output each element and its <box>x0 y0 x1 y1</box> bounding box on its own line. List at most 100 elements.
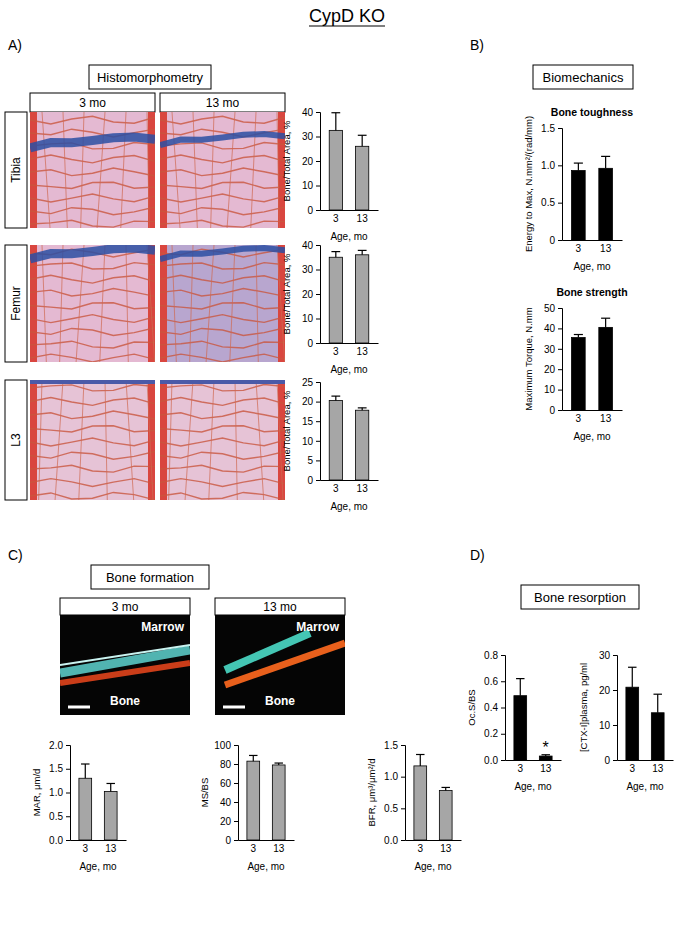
bar <box>79 778 92 840</box>
y-axis-title: Maximum Torque, N.mm <box>523 307 534 410</box>
y-tick: 2.0 <box>49 740 70 751</box>
y-axis-line <box>401 746 406 841</box>
y-tick: 0 <box>307 205 320 216</box>
x-axis-line <box>71 840 127 841</box>
heading-box <box>533 65 633 89</box>
error-bar-cap <box>416 754 424 755</box>
y-tick: 20 <box>302 396 320 407</box>
image-trabecula <box>256 245 258 362</box>
x-tick-label: 13 <box>273 843 285 854</box>
image-growth-plate <box>30 137 155 148</box>
image-trabecula <box>30 354 155 362</box>
bar <box>247 761 260 840</box>
x-axis-title: Age, mo <box>573 431 611 442</box>
y-tick: 5 <box>307 455 320 466</box>
bar <box>514 696 527 760</box>
y-tick: 10 <box>302 313 320 324</box>
y-tick-mark <box>558 308 562 309</box>
y-tick: 30 <box>599 650 617 661</box>
image-trabecula <box>30 263 155 269</box>
y-tick-label: 20 <box>302 156 314 167</box>
y-tick-label: 0.2 <box>484 728 498 739</box>
image-background <box>60 615 190 715</box>
x-tick-label: 3 <box>250 843 256 854</box>
y-axis: 0.00.51.01.5 <box>384 740 405 846</box>
error-bar <box>362 250 363 254</box>
x-tick-label: 3 <box>517 763 523 774</box>
error-bar-cap <box>628 667 636 668</box>
bar-chart: 0.00.20.40.60.8313Oc.S/BSAge, mo* <box>466 650 562 792</box>
image-trabecula <box>160 142 285 148</box>
y-tick-label: 0.8 <box>484 650 498 661</box>
x-tick: 13 <box>652 760 664 774</box>
column-header: 3 mo <box>79 96 106 110</box>
image-trabecula <box>30 426 155 432</box>
image-trabecula <box>211 112 214 228</box>
y-tick: 0.0 <box>384 835 405 846</box>
y-tick-mark <box>558 203 562 204</box>
y-tick: 30 <box>302 264 320 275</box>
image-trabecula <box>30 155 155 163</box>
y-tick-mark <box>316 441 320 442</box>
y-tick-label: 40 <box>220 797 232 808</box>
y-tick-label: 0 <box>549 405 555 416</box>
error-bar <box>335 252 336 258</box>
image-growth-plate <box>160 248 285 259</box>
x-tick-label: 3 <box>576 413 582 424</box>
image-background <box>30 112 155 228</box>
image-trabecula <box>160 263 285 269</box>
image-trabecula <box>30 341 155 348</box>
y-tick-label: 1.5 <box>384 740 398 751</box>
bar <box>572 338 586 410</box>
error-bar-cap <box>516 678 524 679</box>
y-tick-mark <box>316 343 320 344</box>
plot-area <box>329 396 369 480</box>
y-tick: 30 <box>302 131 320 142</box>
image-trabecula <box>30 116 155 124</box>
image-label: Marrow <box>141 620 184 634</box>
x-tick: 13 <box>273 840 285 854</box>
error-bar-cap <box>81 763 89 764</box>
image-trabecula <box>160 354 285 362</box>
image-trabecula <box>30 492 155 499</box>
y-axis: 010203040 <box>302 240 321 349</box>
error-bar-cap <box>358 407 367 408</box>
x-tick: 3 <box>82 840 88 854</box>
y-tick-label: 2.0 <box>49 740 63 751</box>
y-tick: 25 <box>302 377 320 388</box>
image-trabecula <box>30 194 155 202</box>
x-axis: 3 13 <box>321 480 379 494</box>
figure-title: CypD KO <box>309 6 385 26</box>
error-bar <box>362 135 363 146</box>
plot-area <box>572 156 613 240</box>
image-trabecula <box>42 245 46 362</box>
x-tick: 3 <box>417 840 423 854</box>
plot-area <box>514 679 552 760</box>
image-trabecula <box>185 380 193 500</box>
y-axis: 00.51.01.5 <box>541 123 562 246</box>
y-tick-label: 10 <box>302 436 314 447</box>
image-trabecula <box>147 112 149 228</box>
x-axis-title: Age, mo <box>330 231 368 242</box>
image-trabecula <box>160 411 285 419</box>
x-tick-label: 3 <box>333 483 339 494</box>
x-tick-label: 13 <box>357 483 369 494</box>
y-tick-label: 1.0 <box>541 160 555 171</box>
y-tick: 20 <box>302 289 320 300</box>
column-header: 13 mo <box>263 600 297 614</box>
image-trabecula <box>42 112 50 228</box>
image-trabecula <box>160 303 285 309</box>
y-tick-mark <box>66 840 70 841</box>
x-axis-line <box>563 240 623 241</box>
panel-label: A) <box>8 37 22 53</box>
y-tick-mark <box>401 745 405 746</box>
image-trabecula <box>30 438 155 446</box>
x-tick: 3 <box>629 760 635 774</box>
y-tick-mark <box>316 270 320 271</box>
error-bar-cap <box>601 318 610 319</box>
y-tick: 0.5 <box>49 811 70 822</box>
y-tick-mark <box>316 186 320 187</box>
bar <box>599 168 613 240</box>
y-tick-label: 1.5 <box>49 763 63 774</box>
x-tick: 3 <box>333 343 339 357</box>
